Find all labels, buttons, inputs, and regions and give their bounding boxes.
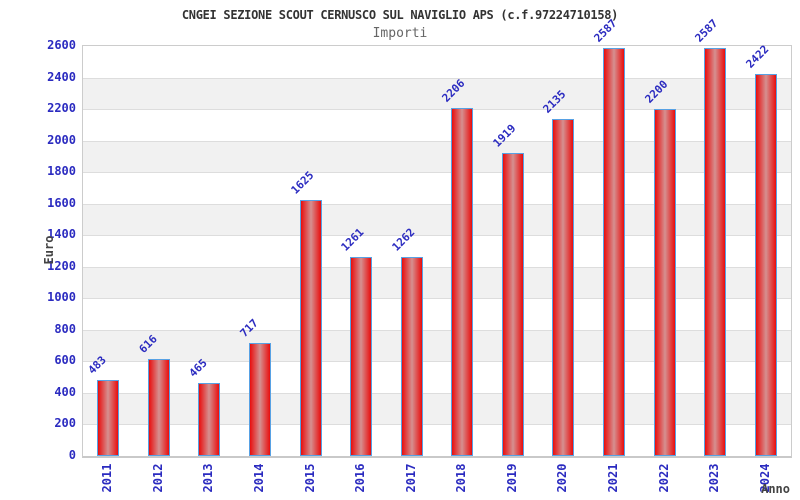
grid-band <box>83 172 791 204</box>
bar-2020 <box>552 119 575 456</box>
bar-2024 <box>754 74 777 456</box>
y-tick-label: 1200 <box>47 258 76 273</box>
bar-2019 <box>501 153 524 456</box>
grid-band <box>83 46 791 78</box>
grid-band <box>83 235 791 267</box>
bar-2018 <box>451 108 474 456</box>
x-tick-label: 2016 <box>353 463 368 493</box>
x-tick-label: 2023 <box>707 463 722 493</box>
x-tick-label: 2018 <box>454 463 469 493</box>
grid-band <box>83 140 791 173</box>
grid-band <box>83 203 791 236</box>
grid-band <box>83 392 791 425</box>
y-tick-label: 2000 <box>47 132 76 147</box>
y-tick-label: 200 <box>54 416 76 431</box>
plot-area: 483 616 465 717 1625 1261 1262 2206 1919 2135 2587… <box>82 17 792 458</box>
grid-band <box>83 298 791 330</box>
y-tick-label: 2600 <box>47 38 76 52</box>
x-tick-label: 2019 <box>504 463 519 493</box>
y-tick-label: 0 <box>68 448 76 462</box>
bar-2011 <box>97 379 120 456</box>
x-tick-label: 2015 <box>302 463 317 493</box>
x-tick-label: 2021 <box>606 463 620 493</box>
y-axis-title: Euro <box>42 235 56 265</box>
y-tick-label: 2200 <box>47 101 76 116</box>
x-tick-label: 2012 <box>150 463 165 493</box>
x-tick-label: 2017 <box>403 463 418 493</box>
bar-2014 <box>249 342 271 456</box>
grid-band <box>83 77 791 110</box>
grid-band <box>83 266 791 299</box>
grid-band <box>83 424 791 456</box>
grid-band <box>83 329 791 362</box>
x-tick-label: 2022 <box>656 463 671 493</box>
y-tick-label: 600 <box>54 353 76 368</box>
bar-2023 <box>704 48 727 456</box>
y-tick-label: 400 <box>54 384 76 399</box>
x-tick-label: 2014 <box>252 463 266 493</box>
bar-2012 <box>147 358 170 456</box>
bar-2013 <box>198 382 221 456</box>
x-tick-label: 2020 <box>555 463 570 493</box>
y-tick-label: 1400 <box>47 227 76 242</box>
y-tick-label: 1600 <box>47 195 76 210</box>
chart-subtitle: Importi <box>372 26 428 41</box>
y-tick-label: 2400 <box>47 69 76 84</box>
grid-band <box>83 109 791 141</box>
bar-2016 <box>350 257 373 456</box>
bar-2015 <box>299 199 322 456</box>
x-tick-label: 2011 <box>100 463 115 493</box>
bar-2021 <box>603 48 625 456</box>
y-tick-label: 800 <box>54 321 76 336</box>
bar-2017 <box>400 257 423 456</box>
x-tick-label: 2013 <box>201 463 216 493</box>
chart-title: CNGEI SEZIONE SCOUT CERNUSCO SUL NAVIGLI… <box>181 8 619 22</box>
y-tick-label: 1800 <box>47 164 76 179</box>
x-axis-title: Anno <box>761 482 790 496</box>
y-tick-label: 1000 <box>47 290 76 305</box>
bar-2022 <box>653 109 676 456</box>
